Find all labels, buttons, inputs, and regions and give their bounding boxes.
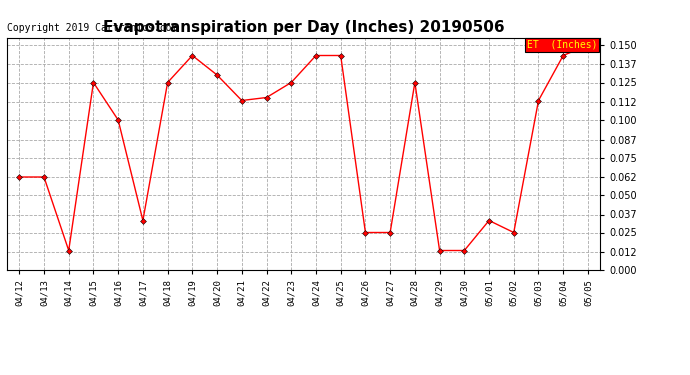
Text: ET  (Inches): ET (Inches) [527,40,598,50]
Text: Copyright 2019 Cartronics.com: Copyright 2019 Cartronics.com [7,23,177,33]
Title: Evapotranspiration per Day (Inches) 20190506: Evapotranspiration per Day (Inches) 2019… [103,20,504,35]
